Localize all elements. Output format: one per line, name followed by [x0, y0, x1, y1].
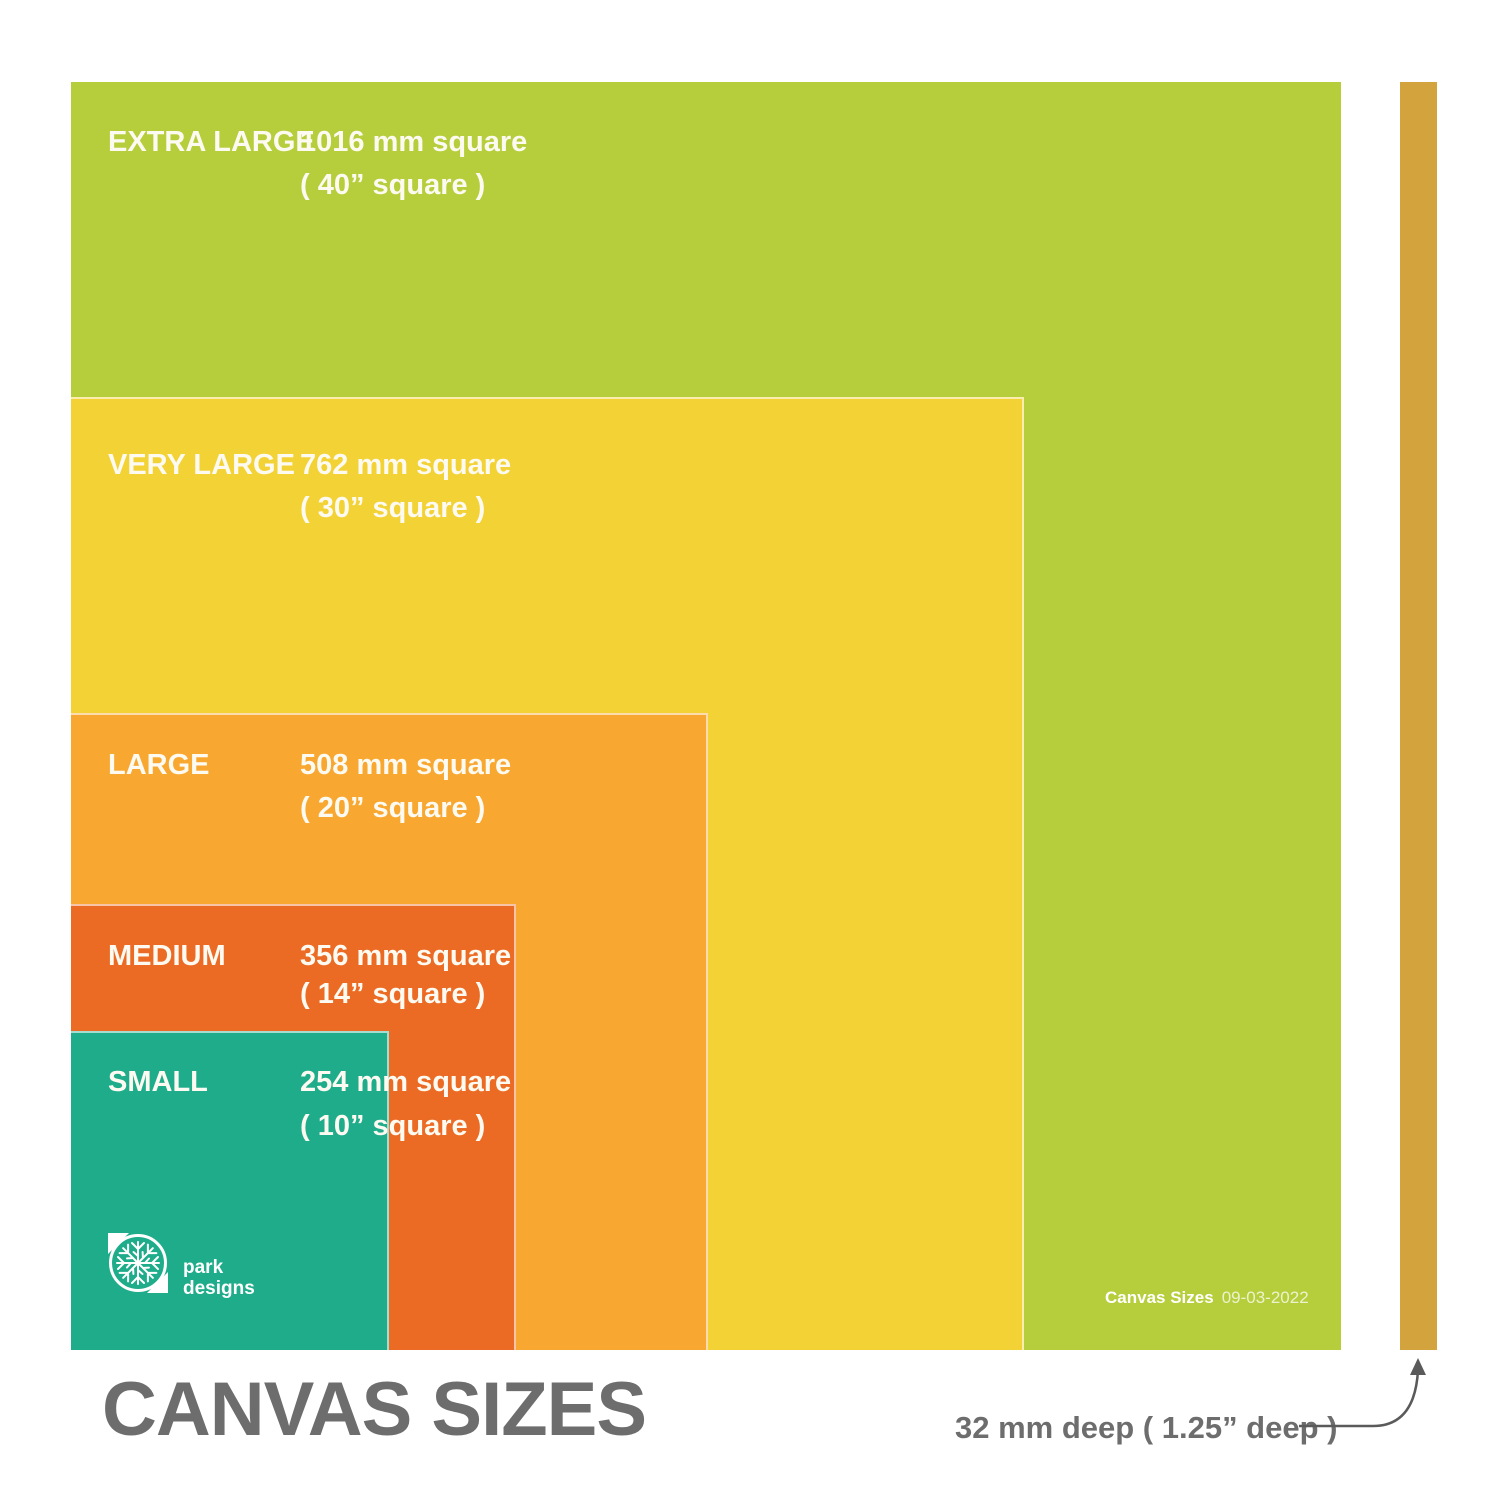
size-label-medium: MEDIUM — [108, 940, 226, 972]
size-inches-extra-large: ( 40” square ) — [300, 169, 486, 201]
size-mm-medium: 356 mm square — [300, 940, 512, 972]
document-date: 09-03-2022 — [1221, 1288, 1309, 1307]
logo-word-designs: designs — [183, 1278, 255, 1299]
size-mm-extra-large: 1016 mm square — [300, 126, 528, 158]
park-designs-logo — [106, 1231, 170, 1295]
document-name: Canvas Sizes — [1105, 1288, 1214, 1307]
depth-label: 32 mm deep ( 1.25” deep ) — [955, 1410, 1338, 1445]
size-inches-large: ( 20” square ) — [300, 792, 486, 824]
size-mm-very-large: 762 mm square — [300, 449, 512, 481]
logo-wordmark: park designs — [183, 1257, 255, 1299]
size-label-very-large: VERY LARGE — [108, 449, 295, 481]
depth-bar — [1400, 82, 1437, 1350]
logo-word-park: park — [183, 1257, 224, 1278]
page-title: CANVAS SIZES — [102, 1367, 647, 1452]
tree-in-circle-icon — [108, 1233, 168, 1293]
document-note: Canvas Sizes 09-03-2022 — [1105, 1288, 1309, 1308]
size-label-large: LARGE — [108, 749, 210, 781]
curved-arrow-icon — [1299, 1358, 1426, 1428]
square-small — [71, 1031, 389, 1350]
size-label-extra-large: EXTRA LARGE — [108, 126, 315, 158]
size-mm-large: 508 mm square — [300, 749, 512, 781]
size-label-small: SMALL — [108, 1066, 208, 1098]
size-inches-small: ( 10” square ) — [300, 1110, 486, 1142]
size-mm-small: 254 mm square — [300, 1066, 512, 1098]
size-inches-medium: ( 14” square ) — [300, 978, 486, 1010]
size-inches-very-large: ( 30” square ) — [300, 492, 486, 524]
